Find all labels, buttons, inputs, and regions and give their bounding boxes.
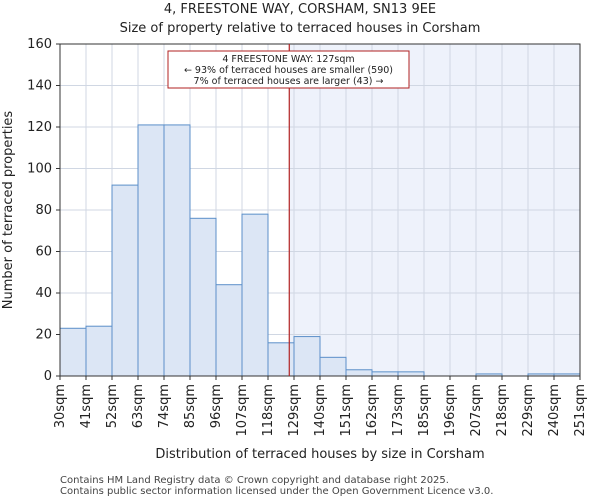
bar <box>241 213 269 377</box>
x-tick-label: 74sqm <box>157 384 172 428</box>
x-tick-label: 140sqm <box>313 384 328 437</box>
bar <box>215 284 243 377</box>
y-tick-label: 60 <box>35 245 52 260</box>
x-axis-label: Distribution of terraced houses by size … <box>155 447 484 462</box>
bar <box>85 325 113 377</box>
x-tick-label: 251sqm <box>573 384 588 437</box>
annotation-box <box>167 50 410 89</box>
x-tick-label: 240sqm <box>547 384 562 437</box>
chart-title: 4, FREESTONE WAY, CORSHAM, SN13 9EE <box>164 2 436 17</box>
x-tick-label: 41sqm <box>79 384 94 428</box>
y-tick-label: 160 <box>27 37 52 52</box>
x-tick-label: 229sqm <box>521 384 536 437</box>
annotation-line-1: 4 FREESTONE WAY: 127sqm <box>222 54 354 65</box>
bar <box>345 369 373 377</box>
x-tick-label: 52sqm <box>105 384 120 428</box>
y-tick-label: 140 <box>27 79 52 94</box>
y-axis-label: Number of terraced properties <box>1 111 16 310</box>
x-tick-label: 96sqm <box>209 384 224 428</box>
bar <box>189 217 217 377</box>
x-tick-label: 196sqm <box>443 384 458 437</box>
annotation-line-2: ← 93% of terraced houses are smaller (59… <box>184 65 393 76</box>
y-tick-label: 120 <box>27 120 52 135</box>
bar <box>163 124 191 377</box>
x-tick-label: 185sqm <box>417 384 432 437</box>
x-tick-label: 63sqm <box>131 384 146 428</box>
bar <box>137 124 165 377</box>
y-tick-label: 100 <box>27 162 52 177</box>
x-tick-label: 162sqm <box>365 384 380 437</box>
x-tick-label: 118sqm <box>261 384 276 437</box>
y-tick-label: 40 <box>35 286 52 301</box>
bar <box>293 336 321 377</box>
x-tick-label: 218sqm <box>495 384 510 437</box>
x-tick-label: 207sqm <box>469 384 484 437</box>
bar <box>111 184 139 377</box>
x-tick-label: 173sqm <box>391 384 406 437</box>
bar <box>319 356 347 377</box>
bar <box>267 342 295 377</box>
x-tick-label: 129sqm <box>287 384 302 437</box>
y-tick-label: 0 <box>44 369 52 384</box>
x-tick-label: 30sqm <box>53 384 68 428</box>
chart-subtitle: Size of property relative to terraced ho… <box>120 21 481 36</box>
annotation-line-3: 7% of terraced houses are larger (43) → <box>194 76 384 87</box>
x-tick-label: 85sqm <box>183 384 198 428</box>
x-tick-label: 107sqm <box>235 384 250 437</box>
footer-line-1: Contains HM Land Registry data © Crown c… <box>60 475 449 486</box>
y-tick-label: 80 <box>35 203 52 218</box>
x-tick-label: 151sqm <box>339 384 354 437</box>
plot-area: 0 20 40 60 80 100 120 140 160 30sqm 41sqm 52sqm 63sq… <box>27 37 588 437</box>
y-tick-label: 20 <box>35 328 52 343</box>
bar <box>59 327 87 377</box>
bar <box>371 371 399 377</box>
footer-line-2: Contains public sector information licen… <box>60 486 493 497</box>
bar <box>397 371 425 377</box>
